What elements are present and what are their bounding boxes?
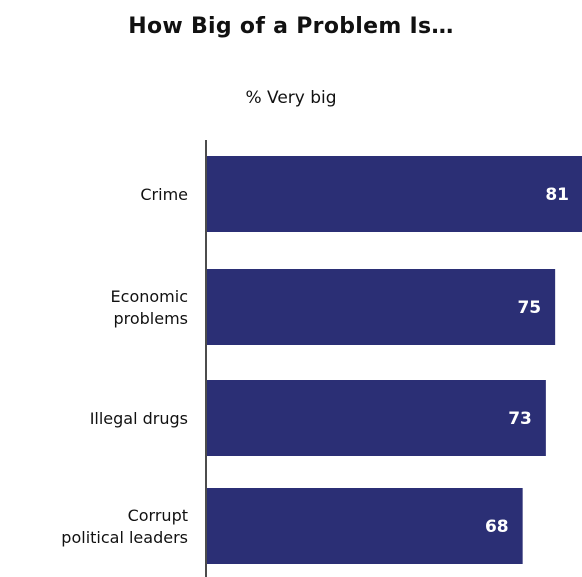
category-label-line: Corrupt xyxy=(128,506,188,525)
category-label: Illegal drugs xyxy=(90,409,188,428)
data-label: 68 xyxy=(485,517,509,537)
chart-subtitle: % Very big xyxy=(245,88,337,108)
category-label-line: political leaders xyxy=(61,528,188,547)
category-label: Corrupt political leaders xyxy=(61,506,188,547)
category-label-line: Economic xyxy=(111,287,188,306)
data-label: 75 xyxy=(517,298,541,318)
category-label: Crime xyxy=(140,185,188,204)
category-label-line: problems xyxy=(113,309,188,328)
category-label: Economic problems xyxy=(111,287,188,328)
data-label: 73 xyxy=(508,409,532,429)
data-label: 81 xyxy=(545,185,569,205)
chart-title: How Big of a Problem Is… xyxy=(128,14,454,39)
bar xyxy=(207,269,556,345)
category-label-line: Crime xyxy=(140,185,188,204)
bar xyxy=(207,488,523,564)
category-label-line: Illegal drugs xyxy=(90,409,188,428)
bar xyxy=(207,380,546,456)
bar xyxy=(207,156,582,232)
